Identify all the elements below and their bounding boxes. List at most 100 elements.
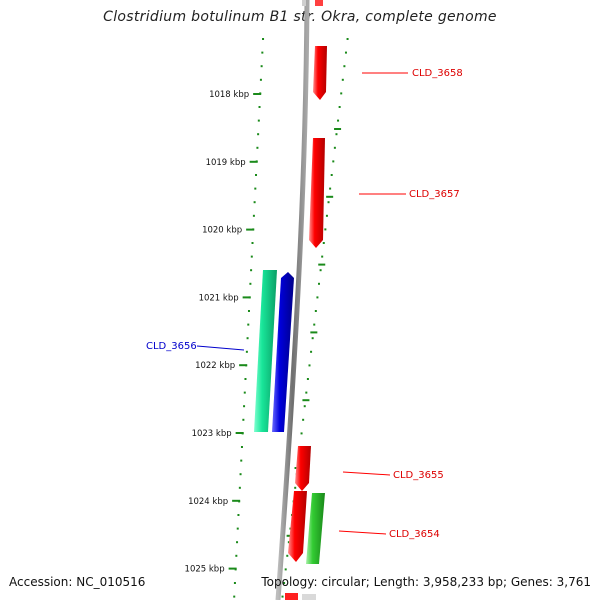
label-cld3655[interactable]: CLD_3655 <box>393 470 444 481</box>
kbp-tick <box>249 160 258 163</box>
tick-dot <box>316 296 319 299</box>
kbp-tick <box>235 432 244 434</box>
tick-dot <box>233 595 236 598</box>
kbp-label: 1025 kbp <box>185 565 225 575</box>
tick-dot <box>314 310 317 312</box>
tick-dot <box>254 187 257 190</box>
tick-dot <box>235 554 238 557</box>
gene-cld3654-arrow[interactable] <box>288 491 307 562</box>
tick-dot <box>284 568 287 571</box>
tick-dot <box>251 242 254 244</box>
major-tick-outer <box>334 128 342 130</box>
tick-dot <box>329 187 332 190</box>
tick-dot <box>322 242 325 244</box>
tick-dot <box>308 364 311 367</box>
tick-dot <box>258 106 261 108</box>
tick-dot <box>281 595 284 598</box>
kbp-tick <box>242 296 251 299</box>
tick-dot <box>249 282 252 285</box>
tick-dot <box>239 473 242 476</box>
tick-dot <box>341 78 344 81</box>
gene-cld3658-arrow[interactable] <box>313 46 327 100</box>
tick-dot <box>236 541 239 544</box>
tick-dot <box>346 38 349 40</box>
tick-dot <box>335 133 338 136</box>
tick-dot <box>333 146 336 149</box>
kbp-label: 1020 kbp <box>202 226 242 236</box>
kbp-label: 1022 kbp <box>195 361 235 371</box>
tick-dot <box>340 92 343 95</box>
backbone-top-grey-marker <box>302 0 306 6</box>
tick-dot <box>259 78 262 81</box>
major-tick-outer <box>318 263 326 266</box>
tick-dot <box>300 432 303 435</box>
tick-dot <box>313 323 316 326</box>
kbp-label: 1019 kbp <box>206 158 246 168</box>
label-cld3654[interactable]: CLD_3654 <box>389 529 440 540</box>
kbp-tick <box>239 364 248 367</box>
tick-dot <box>240 446 243 448</box>
tick-dot <box>294 486 297 489</box>
tick-dot <box>257 119 260 122</box>
map-title: Clostridium botulinum B1 str. Okra, comp… <box>103 9 497 25</box>
backbone-top-red-marker <box>315 0 323 6</box>
accession-text: Accession: NC_010516 <box>9 575 146 589</box>
tick-dot <box>247 310 250 312</box>
tick-dot <box>324 228 327 231</box>
tick-dot <box>252 214 255 217</box>
tick-dot <box>243 391 246 394</box>
tick-dot <box>330 174 333 176</box>
tick-dot <box>332 160 335 163</box>
tick-dots-inner <box>233 38 265 598</box>
tick-dot <box>262 38 265 40</box>
tick-dot <box>250 269 253 272</box>
genome-backbone <box>275 0 310 600</box>
tick-dot <box>240 459 243 462</box>
tick-dot <box>287 541 290 544</box>
tick-dot <box>311 337 314 340</box>
tick-dot <box>236 527 239 530</box>
tick-dot <box>257 133 260 136</box>
major-tick-outer <box>302 399 310 402</box>
tick-dot <box>321 255 324 258</box>
gene-cld3655-arrow[interactable] <box>295 446 311 491</box>
tick-dot <box>283 582 286 584</box>
tick-dot <box>247 323 250 326</box>
gene-cld3657-arrow[interactable] <box>309 138 325 248</box>
tick-dot <box>318 282 321 285</box>
tick-dot <box>303 405 306 408</box>
tick-dot <box>338 106 341 108</box>
label-cld3657[interactable]: CLD_3657 <box>409 189 460 200</box>
tick-dot <box>238 486 241 489</box>
tick-dot <box>243 405 246 408</box>
kbp-ruler: 1018 kbp 1019 kbp 1020 kbp 1021 kbp 1022 kbp… <box>185 90 262 575</box>
tick-dot <box>255 174 258 176</box>
leader-cld3655 <box>342 471 391 476</box>
gene-cld3656-arrow[interactable] <box>272 272 294 432</box>
major-tick-outer <box>326 195 334 198</box>
tick-dot <box>319 269 322 272</box>
topology-text: Topology: circular; Length: 3,958,233 bp… <box>261 575 591 589</box>
tick-dot <box>256 146 259 149</box>
kbp-label: 1018 kbp <box>209 90 249 100</box>
label-cld3656[interactable]: CLD_3656 <box>146 341 197 352</box>
tick-dot <box>245 350 248 353</box>
kbp-label: 1023 kbp <box>192 429 232 439</box>
tick-dot <box>244 378 247 380</box>
tick-dot <box>305 391 308 394</box>
tick-dot <box>343 65 346 68</box>
kbp-tick <box>246 228 255 231</box>
kbp-tick <box>253 93 262 95</box>
tick-dot <box>325 214 328 217</box>
kbp-tick <box>228 567 237 570</box>
tick-dot <box>250 255 253 258</box>
label-cld3658[interactable]: CLD_3658 <box>412 68 463 79</box>
tick-dot <box>327 201 330 204</box>
gene-cld3654-aux-bar <box>306 493 325 564</box>
tick-dot <box>233 582 236 584</box>
backbone-bottom-red-marker <box>285 593 298 600</box>
tick-dot <box>337 119 340 122</box>
leader-cld3654 <box>338 530 387 535</box>
kbp-label: 1021 kbp <box>199 293 239 303</box>
